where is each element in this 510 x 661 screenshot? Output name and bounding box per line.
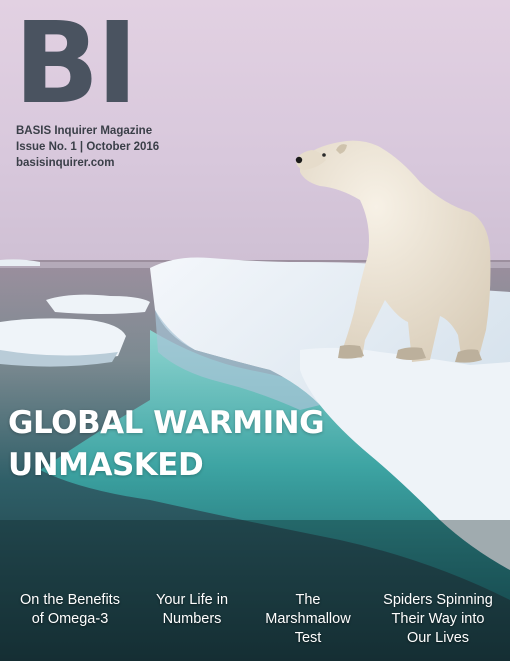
feature-spiders[interactable]: Spiders Spinning Their Way into Our Live…	[383, 592, 493, 646]
headline-line-2: UNMASKED	[8, 447, 204, 483]
headline-line-1: GLOBAL WARMING	[8, 405, 325, 441]
issue-line: Issue No. 1 | October 2016	[16, 141, 160, 153]
cover-headline: GLOBAL WARMING UNMASKED	[8, 402, 325, 486]
masthead-info: BASIS Inquirer Magazine Issue No. 1 | Oc…	[16, 123, 159, 171]
magazine-logo: BI	[14, 0, 138, 129]
feature-omega-3[interactable]: On the Benefits of Omega-3	[20, 592, 120, 627]
feature-life-in-numbers[interactable]: Your Life in Numbers	[155, 592, 229, 627]
magazine-name: BASIS Inquirer Magazine	[16, 125, 153, 137]
feature-marshmallow-test[interactable]: The Marshmallow Test	[265, 592, 351, 646]
polar-bear-illustration	[295, 140, 491, 363]
feature-teasers: On the Benefits of Omega-3 Your Life in …	[0, 591, 510, 661]
website-link[interactable]: basisinquirer.com	[16, 157, 115, 169]
